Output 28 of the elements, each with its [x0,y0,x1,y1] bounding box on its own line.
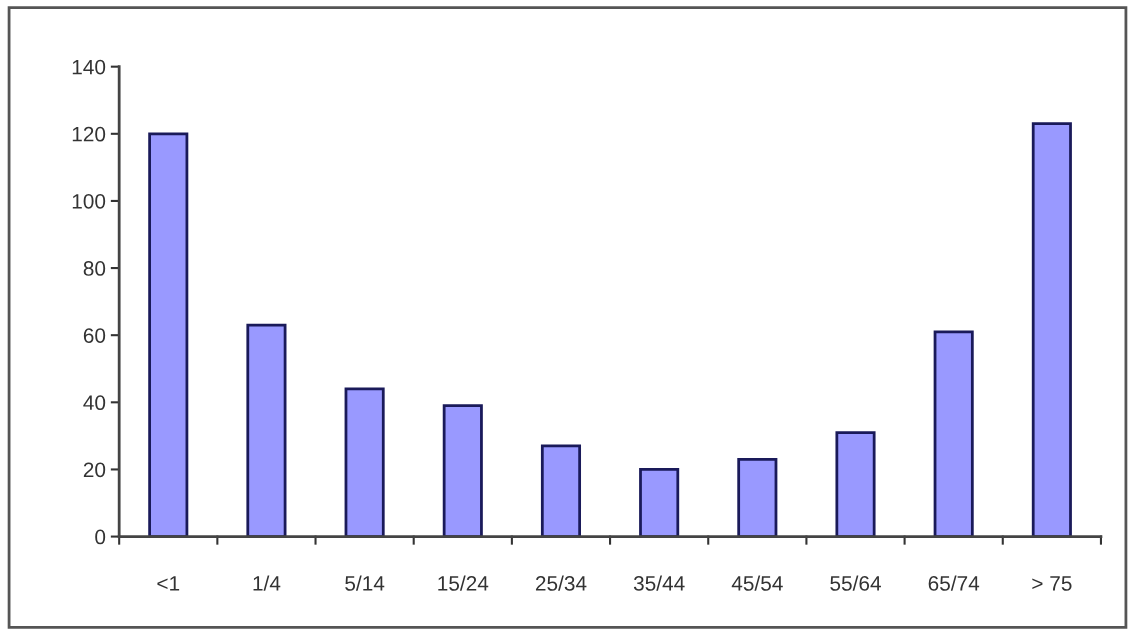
y-tick-label: 0 [95,529,106,545]
x-tick-label: 65/74 [928,575,980,591]
y-tick-label: 80 [83,261,106,276]
y-tick-label: 140 [72,59,106,75]
x-tick-label: 1/4 [253,575,281,591]
x-tick-label: 55/64 [830,575,881,591]
x-tick-label: 5/14 [345,575,385,591]
bar [835,431,876,537]
bar [540,444,582,537]
bar [639,468,680,537]
bar [1031,122,1072,537]
bar [148,132,189,537]
x-tick-label: 45/54 [731,575,783,591]
x-tick-label: 25/34 [535,575,587,591]
y-tick-label: 100 [72,193,106,209]
x-tick-label: 15/24 [438,575,489,591]
y-tick-label: 60 [83,328,106,343]
bar [344,387,385,537]
bar [442,404,483,537]
y-tick-label: 20 [83,462,106,478]
bar [737,457,778,537]
x-tick-label: 35/44 [633,575,685,591]
x-tick-label: > 75 [1032,576,1072,591]
y-tick-label: 40 [83,395,106,411]
bar [246,323,287,537]
x-tick-label: <1 [157,576,180,591]
y-tick-label: 120 [72,126,106,142]
bar [933,330,974,537]
